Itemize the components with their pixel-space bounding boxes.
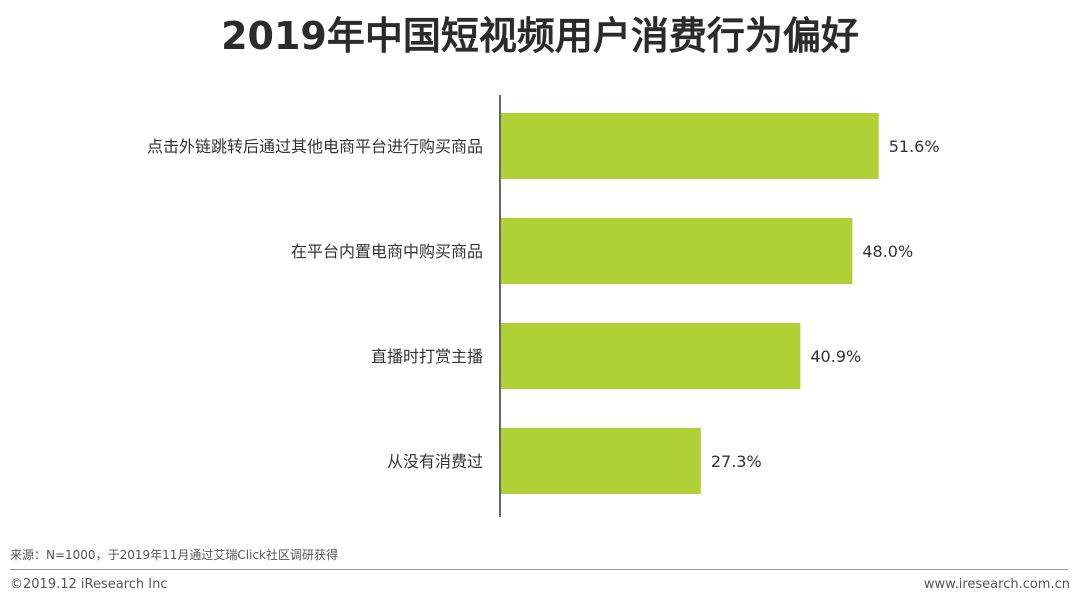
value-label-1: 48.0% xyxy=(862,242,913,261)
chart-title: 2019年中国短视频用户消费行为偏好 xyxy=(221,14,859,58)
bar-1 xyxy=(501,218,853,284)
category-label-0: 点击外链跳转后通过其他电商平台进行购买商品 xyxy=(147,137,483,156)
category-label-1: 在平台内置电商中购买商品 xyxy=(291,242,483,261)
footer-divider xyxy=(10,569,1068,570)
value-label-2: 40.9% xyxy=(810,347,861,366)
bar-3 xyxy=(501,428,701,494)
source-note: 来源：N=1000，于2019年11月通过艾瑞Click社区调研获得 xyxy=(10,548,338,562)
bar-2 xyxy=(501,323,801,389)
value-label-0: 51.6% xyxy=(889,137,940,156)
category-label-3: 从没有消费过 xyxy=(387,452,483,471)
copyright: ©2019.12 iResearch Inc xyxy=(10,577,168,592)
category-label-2: 直播时打赏主播 xyxy=(371,347,483,366)
bar-chart: 点击外链跳转后通过其他电商平台进行购买商品 51.6% 在平台内置电商中购买商品 48… xyxy=(147,95,940,517)
website-link[interactable]: www.iresearch.com.cn xyxy=(923,577,1070,592)
value-label-3: 27.3% xyxy=(711,452,762,471)
bar-0 xyxy=(501,113,879,179)
